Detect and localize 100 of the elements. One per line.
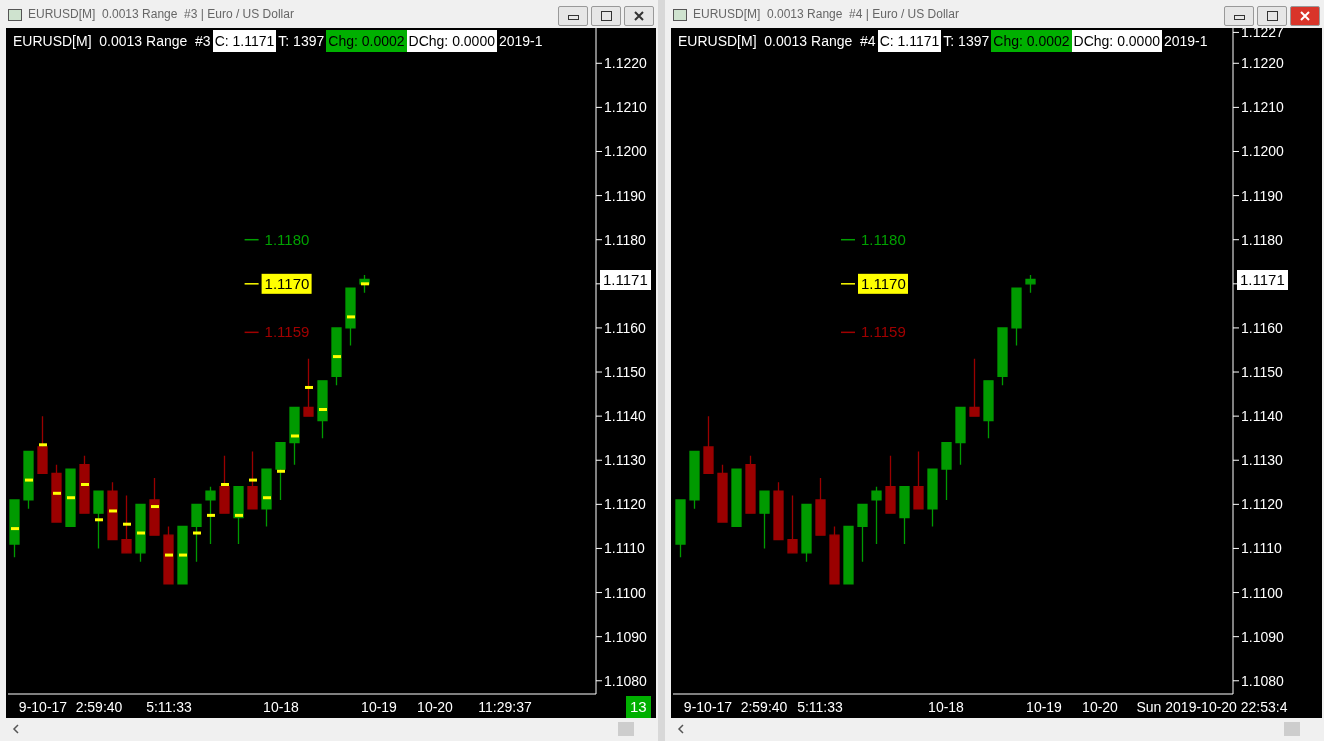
candlestick [759,490,770,550]
x-tick-label: 2:59:40 [740,698,788,715]
candlestick [205,486,216,545]
y-tick-label: 1.1150 [1241,364,1283,380]
y-tick-label: 1.1180 [1241,231,1283,248]
ref-line-label: 1.1159 [861,323,906,341]
candlestick [331,327,342,386]
y-tick-label: 1.1120 [604,496,646,513]
candlestick [121,494,132,554]
candlestick [941,441,952,501]
annotation: Chg: 0.0002 [991,30,1072,52]
y-tick-label: 1.1220 [604,55,648,72]
x-tick-label: 10-20 [1082,698,1119,715]
x-tick-label: 10-19 [361,698,398,715]
y-tick-label: 1.1130 [1241,452,1283,469]
annotation: T: 1397 [941,30,992,52]
candlestick [79,455,90,514]
candlestick [815,477,826,536]
y-tick-label: 1.1160 [1241,319,1283,336]
ref-line-label: 1.1159 [264,323,310,341]
candlestick [149,477,160,536]
text: 1.1171 [1237,270,1288,290]
y-tick-label: 1.1200 [604,143,648,160]
candlestick [1011,287,1022,347]
ref-line-label: 1.1180 [264,230,310,248]
y-tick-label: 1.1220 [1241,55,1285,72]
y-tick-label: 1.1200 [1241,143,1285,160]
x-tick-label: Sun 2019-10-20 22:53:4 [1136,698,1288,715]
y-tick-label: 1.1150 [604,364,646,380]
candlestick [983,380,994,439]
candlestick [871,486,882,545]
candlestick [745,455,756,514]
x-tick-label: 2:59:40 [75,698,123,715]
y-tick-label: 1.1110 [604,540,645,557]
chart-subtitle: EURUSD[M] 0.0013 Range #3 [9,30,213,52]
x-tick-label: 5:11:33 [797,698,844,715]
chart-title: EURUSD[M] 0.0013 Range #4 | Euro / US Dollar [693,7,959,21]
y-tick-label: 1.1090 [604,628,648,645]
candlestick [843,525,854,585]
annotation: C: 1.1171 [212,30,277,52]
annotation: T: 1397 [276,30,327,52]
candlestick [107,481,118,541]
candlestick [829,525,840,585]
candlestick [303,358,314,417]
candlestick [801,503,812,563]
ref-line-label: 1.1180 [861,230,906,248]
candlestick [885,455,896,514]
y-tick-label: 1.1110 [1241,540,1282,557]
candlestick [927,468,938,528]
x-tick-label: 11:29:37 [478,698,532,715]
x-tick-label: 10-20 [417,698,454,715]
candlestick [9,499,20,558]
candlestick [23,450,34,510]
annotation: 2019-1 [496,30,545,52]
y-tick-label: 1.1080 [604,672,648,689]
y-tick-label: 1.1140 [604,408,646,425]
y-tick-label: 1.1190 [604,187,646,204]
annotation: DChg: 0.0000 [406,30,497,52]
ref-line-label: 1.1170 [264,274,310,292]
candlestick [689,450,700,510]
candlestick [289,406,300,466]
chart-title: EURUSD[M] 0.0013 Range #3 | Euro / US Dollar [28,7,294,21]
candlestick [51,464,62,523]
candlestick [703,415,714,475]
annotation: DChg: 0.0000 [1071,30,1162,52]
y-tick-label: 1.1100 [1241,584,1283,601]
text: 13 [626,696,651,718]
y-tick-label: 1.1080 [1241,672,1285,689]
candlestick [969,358,980,417]
candlestick [717,464,728,523]
candlestick [37,415,48,475]
candlestick [135,503,146,563]
y-tick-label: 1.1190 [1241,187,1283,204]
candlestick [955,406,966,466]
y-tick-label: 1.1160 [604,319,646,336]
candlestick [675,499,686,558]
y-tick-label: 1.1100 [604,584,646,601]
candlestick [857,503,868,563]
y-tick-label: 1.1140 [1241,408,1283,425]
y-tick-label: 1.1090 [1241,628,1285,645]
annotation: C: 1.1171 [877,30,942,52]
y-tick-label: 1.1180 [604,231,646,248]
candlestick [773,481,784,541]
ref-line-label: 1.1170 [861,274,906,292]
text: 1.1171 [600,270,651,290]
candlestick [93,490,104,550]
candlestick [787,494,798,554]
y-tick-label: 1.1120 [1241,496,1283,513]
x-tick-label: 9-10-17 [18,698,68,715]
candlestick [731,468,742,528]
candlestick [219,455,230,514]
candlestick [1025,274,1036,294]
candlestick [247,450,258,510]
candlestick [913,450,924,510]
candlestick [191,503,202,563]
x-tick-label: 9-10-17 [683,698,733,715]
candlestick [163,525,174,585]
y-tick-label: 1.1130 [604,452,646,469]
chart-subtitle: EURUSD[M] 0.0013 Range #4 [674,30,878,52]
candlestick [275,441,286,501]
